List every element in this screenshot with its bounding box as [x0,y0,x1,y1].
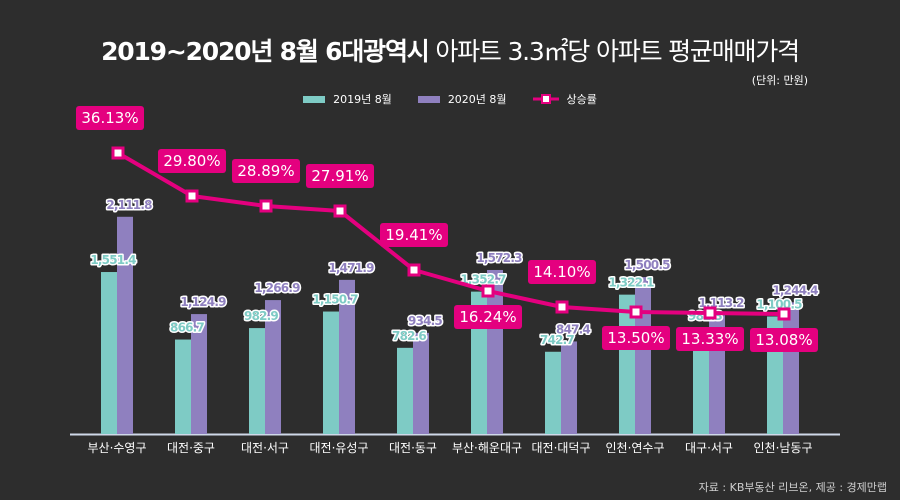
x-tick-label: 대전·중구 [167,441,215,455]
rate-label-box [306,164,374,188]
bar-2019 [249,328,265,434]
rate-marker [333,204,347,218]
bar-2019 [101,272,117,434]
rate-label: 36.13% [81,109,138,127]
rate-marker [185,189,199,203]
rate-marker [481,284,495,298]
rate-label: 29.80% [163,152,220,170]
x-tick-label: 대전·서구 [241,441,289,455]
bar-2019 [545,351,561,434]
legend-label-2020: 2020년 8월 [447,93,507,106]
rate-label-box [454,305,522,329]
rate-marker [629,305,643,319]
bar-label-2020: 1,500.5 [624,258,670,272]
x-tick-label: 대구·서구 [685,441,733,455]
legend-label-rate: 상승률 [566,93,597,106]
rate-marker [703,306,717,320]
bar-label-2020: 1,266.9 [254,281,300,295]
bar-label-2020: 847.4 [556,322,590,336]
rate-label: 14.10% [533,263,590,281]
rate-marker [407,263,421,277]
bar-2020 [561,341,577,434]
legend-line-marker-icon [532,94,559,104]
unit-label: (단위: 만원) [751,74,808,87]
rate-line [116,151,785,316]
bar-label-2019: 742.7 [540,333,574,347]
x-tick-label: 부산·수영구 [87,441,146,455]
legend-swatch-2019 [303,95,326,103]
bar-2020 [117,216,133,434]
bar-2019 [175,339,191,434]
x-tick-label: 대전·동구 [389,441,437,455]
rate-label-box [158,149,226,173]
x-tick-label: 대전·유성구 [309,441,368,455]
bar-label-2020: 2,111.8 [106,198,152,212]
rate-label: 13.33% [681,330,738,348]
x-tick-label: 인천·연수구 [605,440,664,455]
bar-label-2020: 934.5 [408,314,442,328]
bar-label-2020: 1,124.9 [180,295,226,309]
title-bold: 2019~2020년 8월 6대광역시 [101,37,430,66]
rate-marker [111,146,125,160]
x-tick-label: 대전·대덕구 [531,441,590,455]
bar-2020 [783,302,799,434]
rate-label-box [232,159,300,183]
legend-item-2020: 2020년 8월 [417,91,507,107]
bar-label-2019: 1,322.1 [608,276,654,290]
bar-label-2019: 1,150.7 [312,293,358,307]
bar-label-2019: 1,352.7 [460,273,506,287]
rate-label: 13.08% [755,331,812,349]
legend-swatch-2020 [417,95,440,103]
legend-label-2019: 2019년 8월 [333,93,392,106]
bar-label-2019: 866.7 [170,321,204,335]
bar-2020 [635,277,651,434]
rate-label-box [676,327,744,351]
rate-marker [777,307,791,321]
legend-item-2019: 2019년 8월 [303,91,392,107]
rate-label-box [76,106,144,130]
rate-label-box [528,260,596,284]
rate-label: 27.91% [311,167,368,185]
source-note: 자료 : KB부동산 리브온, 제공 : 경제만랩 [698,481,887,494]
bar-label-2020: 1,471.9 [328,261,374,275]
rate-marker [555,300,569,314]
bar-2019 [397,347,413,434]
title-light: 아파트 3.3㎡당 아파트 평균매매가격 [435,37,800,66]
rate-label: 28.89% [237,162,294,180]
bar-2020 [339,279,355,434]
rate-marker [259,199,273,213]
x-tick-label: 부산·해운대구 [452,441,522,455]
bar-2019 [693,328,709,434]
bar-label-2019: 1,551.4 [90,253,136,267]
bar-label-2019: 1,100.5 [756,297,802,311]
bar-2019 [323,311,339,434]
bar-label-2019: 782.6 [392,329,426,343]
bar-label-2020: 1,244.4 [772,283,818,297]
bar-label-2020: 1,572.3 [476,251,522,265]
chart-title: 2019~2020년 8월 6대광역시 아파트 3.3㎡당 아파트 평균매매가격 [0,32,900,68]
legend-item-rate: 상승률 [532,91,597,107]
rate-label: 13.50% [607,329,664,347]
x-tick-label: 인천·남동구 [753,440,812,455]
rate-label: 16.24% [459,308,516,326]
rate-label-box [380,223,448,247]
bar-2020 [191,314,207,434]
legend: 2019년 8월 2020년 8월 상승률 [0,91,900,107]
rate-label-box [602,326,670,350]
rate-label-box [750,328,818,352]
bar-2020 [413,332,429,434]
bar-label-2019: 982.9 [244,309,278,323]
rate-label: 19.41% [385,226,442,244]
bar-2020 [265,300,281,434]
